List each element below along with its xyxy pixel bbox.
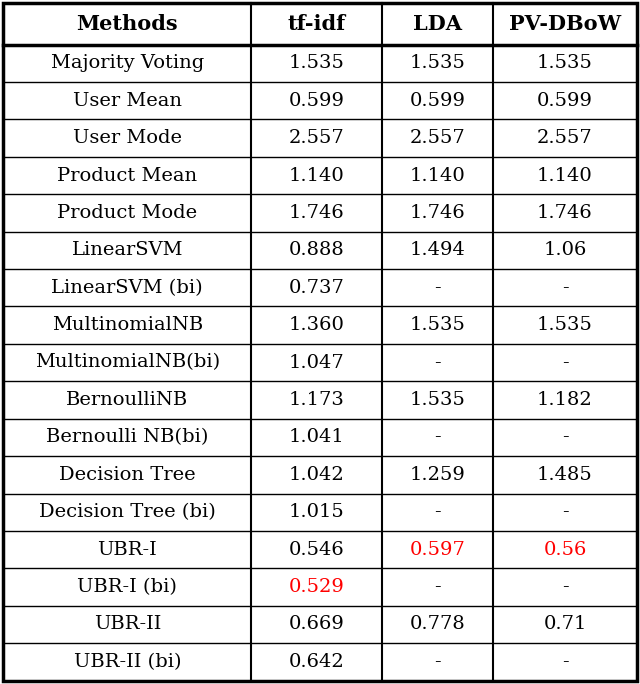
- Text: 1.042: 1.042: [289, 466, 344, 484]
- Text: 0.599: 0.599: [289, 92, 345, 109]
- Text: 0.888: 0.888: [289, 241, 344, 259]
- Text: MultinomialNB(bi): MultinomialNB(bi): [35, 354, 220, 371]
- Text: 1.535: 1.535: [410, 54, 465, 73]
- Text: Majority Voting: Majority Voting: [51, 54, 204, 73]
- Text: 1.535: 1.535: [537, 54, 593, 73]
- Text: 0.778: 0.778: [410, 616, 465, 633]
- Text: 1.746: 1.746: [410, 204, 465, 222]
- Text: 1.485: 1.485: [537, 466, 593, 484]
- Text: -: -: [562, 428, 568, 447]
- Text: 1.746: 1.746: [289, 204, 344, 222]
- Text: MultinomialNB: MultinomialNB: [52, 316, 203, 334]
- Text: User Mode: User Mode: [73, 129, 182, 147]
- Text: 1.535: 1.535: [410, 316, 465, 334]
- Text: 1.259: 1.259: [410, 466, 465, 484]
- Text: -: -: [435, 354, 441, 371]
- Text: User Mean: User Mean: [73, 92, 182, 109]
- Text: 1.535: 1.535: [410, 391, 465, 409]
- Text: 0.599: 0.599: [537, 92, 593, 109]
- Text: 1.535: 1.535: [537, 316, 593, 334]
- Text: 1.182: 1.182: [537, 391, 593, 409]
- Text: -: -: [562, 653, 568, 671]
- Text: Methods: Methods: [77, 14, 178, 34]
- Text: -: -: [562, 279, 568, 297]
- Text: Bernoulli NB(bi): Bernoulli NB(bi): [46, 428, 209, 447]
- Text: 1.746: 1.746: [537, 204, 593, 222]
- Text: UBR-I (bi): UBR-I (bi): [77, 578, 177, 596]
- Text: tf-idf: tf-idf: [287, 14, 346, 34]
- Text: -: -: [562, 578, 568, 596]
- Text: 1.494: 1.494: [410, 241, 465, 259]
- Text: 0.737: 0.737: [289, 279, 345, 297]
- Text: 2.557: 2.557: [289, 129, 344, 147]
- Text: Product Mean: Product Mean: [57, 166, 197, 185]
- Text: 1.047: 1.047: [289, 354, 344, 371]
- Text: UBR-I: UBR-I: [97, 540, 157, 559]
- Text: 0.546: 0.546: [289, 540, 344, 559]
- Text: -: -: [562, 503, 568, 521]
- Text: PV-DBoW: PV-DBoW: [509, 14, 621, 34]
- Text: 0.597: 0.597: [410, 540, 465, 559]
- Text: 0.599: 0.599: [410, 92, 465, 109]
- Text: BernoulliNB: BernoulliNB: [66, 391, 188, 409]
- Text: 1.140: 1.140: [289, 166, 344, 185]
- Text: -: -: [435, 279, 441, 297]
- Text: 0.669: 0.669: [289, 616, 345, 633]
- Text: -: -: [435, 578, 441, 596]
- Text: LDA: LDA: [413, 14, 462, 34]
- Text: 1.140: 1.140: [537, 166, 593, 185]
- Text: 0.642: 0.642: [289, 653, 344, 671]
- Text: 1.173: 1.173: [289, 391, 345, 409]
- Text: 2.557: 2.557: [537, 129, 593, 147]
- Text: -: -: [562, 354, 568, 371]
- Text: 1.041: 1.041: [289, 428, 344, 447]
- Text: UBR-II: UBR-II: [93, 616, 161, 633]
- Text: 0.56: 0.56: [543, 540, 587, 559]
- Text: LinearSVM: LinearSVM: [72, 241, 183, 259]
- Text: Product Mode: Product Mode: [57, 204, 197, 222]
- Text: -: -: [435, 503, 441, 521]
- Text: -: -: [435, 428, 441, 447]
- Text: LinearSVM (bi): LinearSVM (bi): [51, 279, 203, 297]
- Text: Decision Tree (bi): Decision Tree (bi): [39, 503, 216, 521]
- Text: 1.140: 1.140: [410, 166, 465, 185]
- Text: 1.360: 1.360: [289, 316, 345, 334]
- Text: Decision Tree: Decision Tree: [59, 466, 196, 484]
- Text: 2.557: 2.557: [410, 129, 465, 147]
- Text: -: -: [435, 653, 441, 671]
- Text: 1.015: 1.015: [289, 503, 344, 521]
- Text: 1.06: 1.06: [543, 241, 587, 259]
- Text: 0.71: 0.71: [543, 616, 587, 633]
- Text: UBR-II (bi): UBR-II (bi): [74, 653, 181, 671]
- Text: 0.529: 0.529: [289, 578, 345, 596]
- Text: 1.535: 1.535: [289, 54, 345, 73]
